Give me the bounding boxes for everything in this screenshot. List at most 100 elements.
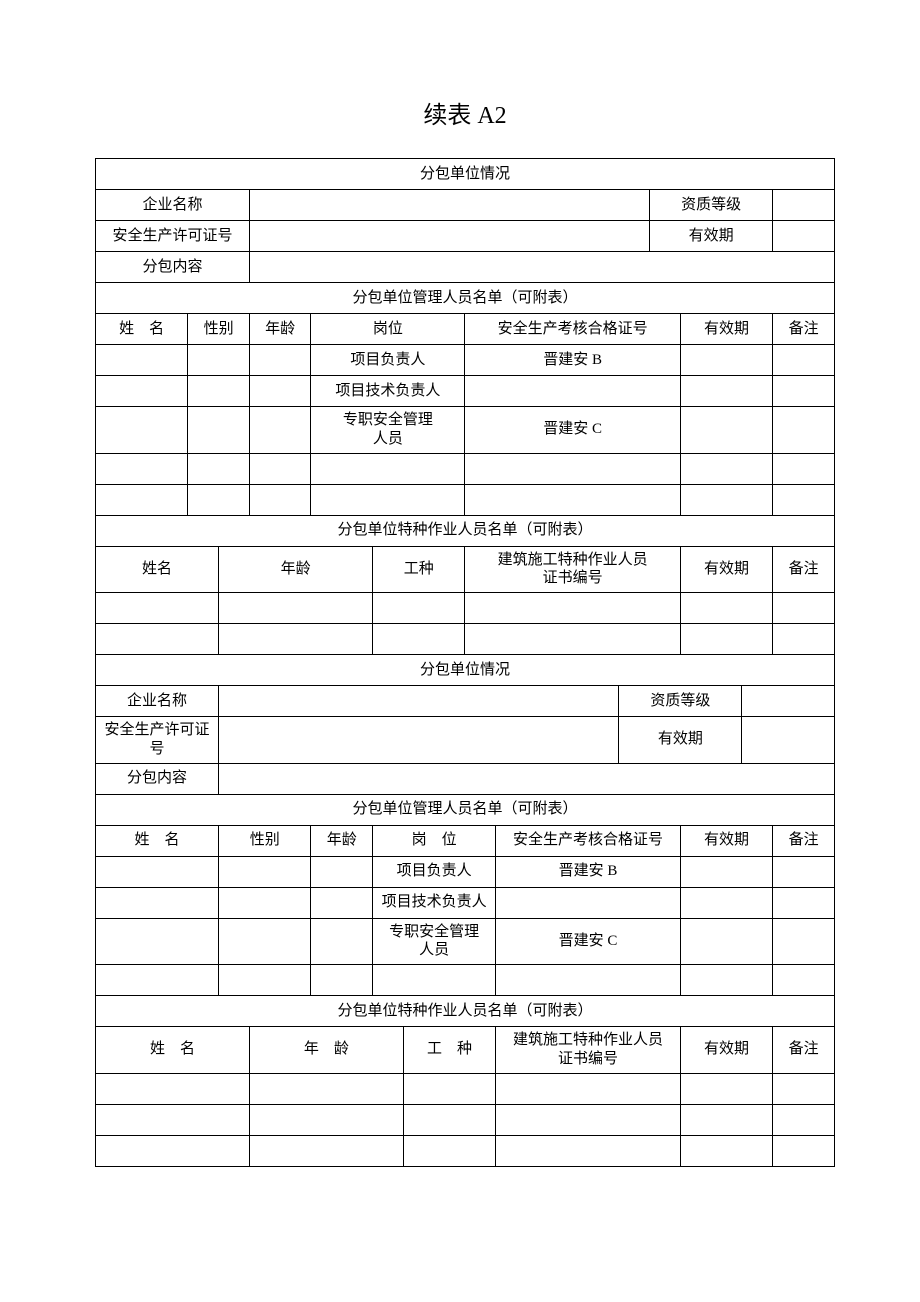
cell-gender [219, 887, 311, 918]
cell-validity [680, 624, 772, 655]
cell-age [219, 624, 373, 655]
cell-cert: 晋建安 B [496, 856, 681, 887]
cell-worktype [373, 593, 465, 624]
cell-validity [680, 484, 772, 515]
cell-remark [773, 918, 835, 965]
label-subcontract-content: 分包内容 [96, 252, 250, 283]
cell-cert [465, 484, 680, 515]
page: 续表 A2 分包单位情况 企业名称 资质等级 安全生产许可证号 有效期 分包内容 [0, 0, 920, 1227]
cell-age [311, 965, 373, 996]
col-post: 岗 位 [373, 825, 496, 856]
mgmt-list-header: 分包单位管理人员名单（可附表） [96, 283, 835, 314]
cell-cert [496, 1104, 681, 1135]
cell-post: 项目负责人 [311, 345, 465, 376]
cell-post: 项目负责人 [373, 856, 496, 887]
label-safety-license-no: 安全生产许可证号 [96, 221, 250, 252]
cell-name [96, 453, 188, 484]
label-company-name: 企业名称 [96, 190, 250, 221]
cell-worktype [403, 1104, 495, 1135]
col-age: 年龄 [311, 825, 373, 856]
txt: 人员 [373, 431, 403, 447]
col-name: 姓 名 [96, 825, 219, 856]
cell-name [96, 1073, 250, 1104]
cell-name [96, 918, 219, 965]
cell-remark [773, 1135, 835, 1166]
cell-remark [773, 376, 835, 407]
label-validity: 有效期 [650, 221, 773, 252]
cell-post: 专职安全管理人员 [373, 918, 496, 965]
cell-worktype [403, 1073, 495, 1104]
special-list-header: 分包单位特种作业人员名单（可附表） [96, 996, 835, 1027]
col-remark: 备注 [773, 314, 835, 345]
cell-name [96, 345, 188, 376]
value-subcontract-content [249, 252, 834, 283]
cell-validity [680, 918, 772, 965]
cell-cert [465, 624, 680, 655]
cell-gender [188, 484, 250, 515]
label-subcontract-content: 分包内容 [96, 763, 219, 794]
cell-post: 项目技术负责人 [311, 376, 465, 407]
cell-remark [773, 593, 835, 624]
col-worktype: 工 种 [403, 1027, 495, 1074]
value-validity [742, 717, 835, 764]
cell-gender [188, 453, 250, 484]
cell-age [249, 407, 311, 454]
cell-cert [496, 887, 681, 918]
txt: 专职安全管理 [343, 412, 433, 428]
col-special-cert: 建筑施工特种作业人员证书编号 [496, 1027, 681, 1074]
cell-remark [773, 407, 835, 454]
cell-post [373, 965, 496, 996]
mgmt-list-header: 分包单位管理人员名单（可附表） [96, 794, 835, 825]
cell-remark [773, 624, 835, 655]
label-qualification-level: 资质等级 [650, 190, 773, 221]
cell-age [219, 593, 373, 624]
cell-name [96, 856, 219, 887]
col-age: 年龄 [249, 314, 311, 345]
col-validity: 有效期 [680, 1027, 772, 1074]
cell-age [249, 1104, 403, 1135]
special-list-header: 分包单位特种作业人员名单（可附表） [96, 515, 835, 546]
cell-remark [773, 965, 835, 996]
cell-age [311, 887, 373, 918]
section-header: 分包单位情况 [96, 655, 835, 686]
cell-remark [773, 856, 835, 887]
cell-validity [680, 965, 772, 996]
label-qualification-level: 资质等级 [619, 686, 742, 717]
cell-name [96, 624, 219, 655]
cell-validity [680, 856, 772, 887]
cell-age [249, 1135, 403, 1166]
cell-cert: 晋建安 B [465, 345, 680, 376]
cell-cert [465, 376, 680, 407]
cell-remark [773, 484, 835, 515]
col-gender: 性别 [188, 314, 250, 345]
form-table: 分包单位情况 企业名称 资质等级 安全生产许可证号 有效期 分包内容 分包单位管… [95, 158, 835, 1167]
cell-age [249, 484, 311, 515]
col-safety-cert: 安全生产考核合格证号 [496, 825, 681, 856]
col-special-cert: 建筑施工特种作业人员证书编号 [465, 546, 680, 593]
cell-cert: 晋建安 C [465, 407, 680, 454]
cell-remark [773, 1073, 835, 1104]
col-remark: 备注 [773, 1027, 835, 1074]
cell-cert [496, 1073, 681, 1104]
cell-validity [680, 1104, 772, 1135]
txt: 建筑施工特种作业人员 [498, 552, 648, 568]
cell-name [96, 1135, 250, 1166]
cell-name [96, 484, 188, 515]
cell-validity [680, 376, 772, 407]
value-validity [773, 221, 835, 252]
cell-gender [219, 965, 311, 996]
value-qualification-level [773, 190, 835, 221]
cell-name [96, 593, 219, 624]
txt: 人员 [419, 942, 449, 958]
cell-remark [773, 1104, 835, 1135]
col-validity: 有效期 [680, 825, 772, 856]
cell-age [249, 376, 311, 407]
cell-cert [496, 965, 681, 996]
col-remark: 备注 [773, 546, 835, 593]
col-validity: 有效期 [680, 314, 772, 345]
cell-validity [680, 1073, 772, 1104]
cell-post: 项目技术负责人 [373, 887, 496, 918]
value-qualification-level [742, 686, 835, 717]
cell-validity [680, 887, 772, 918]
txt: 建筑施工特种作业人员 [513, 1032, 663, 1048]
